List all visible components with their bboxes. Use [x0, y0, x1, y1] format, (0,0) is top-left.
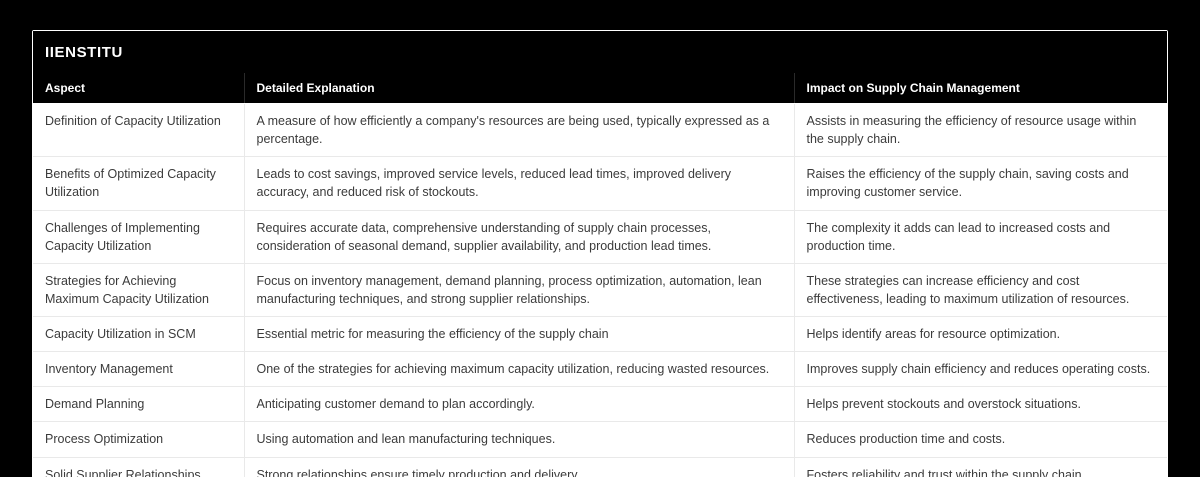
cell-impact: Assists in measuring the efficiency of r…	[794, 103, 1167, 158]
table-row: Definition of Capacity Utilization A mea…	[33, 103, 1167, 158]
cell-impact: Helps identify areas for resource optimi…	[794, 316, 1167, 353]
table-row: Inventory Management One of the strategi…	[33, 351, 1167, 388]
cell-impact: Improves supply chain efficiency and red…	[794, 351, 1167, 388]
cell-aspect: Capacity Utilization in SCM	[33, 316, 245, 353]
cell-aspect: Benefits of Optimized Capacity Utilizati…	[33, 156, 245, 211]
cell-impact: Helps prevent stockouts and overstock si…	[794, 386, 1167, 423]
table-row: Benefits of Optimized Capacity Utilizati…	[33, 156, 1167, 211]
cell-explanation: A measure of how efficiently a company's…	[244, 103, 795, 158]
cell-aspect: Solid Supplier Relationships	[33, 457, 245, 477]
cell-aspect: Process Optimization	[33, 421, 245, 458]
content-card: IIENSTITU Aspect Detailed Explanation Im…	[32, 30, 1168, 477]
cell-explanation: Focus on inventory management, demand pl…	[244, 263, 795, 318]
cell-explanation: One of the strategies for achieving maxi…	[244, 351, 795, 388]
cell-impact: Reduces production time and costs.	[794, 421, 1167, 458]
column-header-aspect: Aspect	[33, 73, 245, 104]
cell-impact: The complexity it adds can lead to incre…	[794, 210, 1167, 264]
table-row: Capacity Utilization in SCM Essential me…	[33, 316, 1167, 353]
table-row: Challenges of Implementing Capacity Util…	[33, 210, 1167, 264]
page-title: IIENSTITU	[33, 31, 1167, 73]
cell-aspect: Definition of Capacity Utilization	[33, 103, 245, 158]
cell-impact: These strategies can increase efficiency…	[794, 263, 1167, 318]
cell-explanation: Anticipating customer demand to plan acc…	[244, 386, 795, 423]
cell-explanation: Requires accurate data, comprehensive un…	[244, 210, 795, 264]
cell-aspect: Challenges of Implementing Capacity Util…	[33, 210, 245, 264]
table-header-row: Aspect Detailed Explanation Impact on Su…	[33, 73, 1167, 104]
column-header-impact: Impact on Supply Chain Management	[794, 73, 1167, 104]
cell-aspect: Demand Planning	[33, 386, 245, 423]
table-row: Solid Supplier Relationships Strong rela…	[33, 457, 1167, 477]
cell-impact: Fosters reliability and trust within the…	[794, 457, 1167, 477]
cell-explanation: Strong relationships ensure timely produ…	[244, 457, 795, 477]
table-row: Demand Planning Anticipating customer de…	[33, 386, 1167, 423]
cell-impact: Raises the efficiency of the supply chai…	[794, 156, 1167, 211]
table-row: Strategies for Achieving Maximum Capacit…	[33, 263, 1167, 318]
cell-explanation: Using automation and lean manufacturing …	[244, 421, 795, 458]
cell-explanation: Essential metric for measuring the effic…	[244, 316, 795, 353]
cell-aspect: Strategies for Achieving Maximum Capacit…	[33, 263, 245, 318]
capacity-utilization-table: Aspect Detailed Explanation Impact on Su…	[33, 73, 1167, 477]
cell-explanation: Leads to cost savings, improved service …	[244, 156, 795, 211]
table-row: Process Optimization Using automation an…	[33, 421, 1167, 458]
column-header-detailed-explanation: Detailed Explanation	[244, 73, 795, 104]
cell-aspect: Inventory Management	[33, 351, 245, 388]
